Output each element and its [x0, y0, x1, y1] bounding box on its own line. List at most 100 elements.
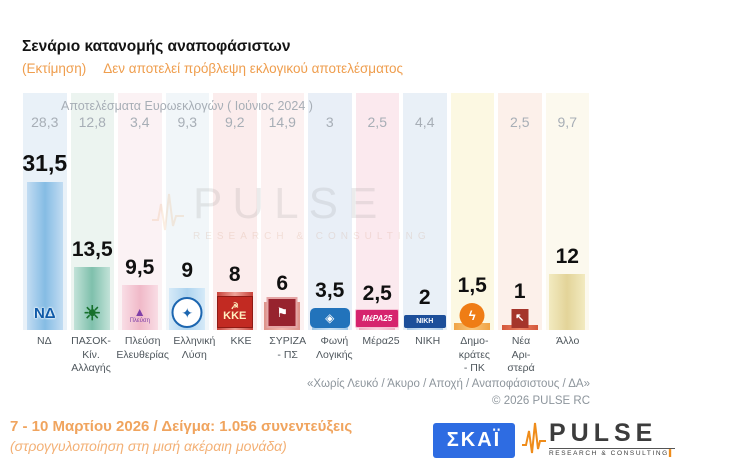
party-label: ΣΥΡΙΖΑ - ΠΣ: [269, 335, 307, 361]
category-labels: ΝΔ ΠΑΣΟΚ-Κίν. Αλλαγής Πλεύση Ελευθερίας …: [23, 335, 589, 376]
euro-result-value: 3: [325, 114, 334, 130]
bar-value-label: 3,5: [315, 279, 345, 302]
watermark-title: PULSE: [193, 179, 388, 228]
footnote-copyright: © 2026 PULSE RC: [492, 394, 590, 407]
bar-value-label: 12: [555, 244, 579, 268]
pulse-watermark-text: PULSE RESEARCH & CONSULTING: [193, 179, 431, 242]
pulse-logo-tick-icon: ▌: [668, 450, 676, 457]
party-column: 14,9 6 ⚑: [260, 93, 304, 330]
bar-value-label: 9: [181, 258, 194, 282]
party-logo-symbol: ✦: [181, 304, 194, 321]
party-column: 9,3 9 ✦: [165, 93, 209, 330]
bar-chart: Αποτελέσματα Ευρωεκλογών ( Ιούνιος 2024 …: [22, 93, 589, 376]
party-logo-symbol: ↖: [515, 312, 525, 324]
euro-result-value: 2,5: [367, 114, 387, 130]
euro-result-value: 3,4: [130, 114, 150, 130]
bar-value-label: 8: [228, 263, 241, 287]
party-label: Δημο- κράτες - ΠΚ: [458, 335, 490, 375]
party-logo-symbol: ΝΙΚΗ: [416, 318, 434, 325]
party-label: ΝΔ: [37, 335, 52, 347]
euro-result-value: 12,8: [78, 114, 106, 130]
pasok-sun-logo: ☀: [74, 300, 110, 328]
fieldwork-info: 7 - 10 Μαρτίου 2026 / Δείγμα: 1.056 συνε…: [10, 418, 352, 454]
party-label: Πλεύση Ελευθερίας: [116, 335, 169, 361]
chart-columns: 28,3 31,5 ΝΔ 12,8 13,5 ☀ 3,4 9,5 ▲ Πλεύσ…: [22, 93, 589, 330]
party-label: Νέα Αρι- στερά: [507, 335, 535, 375]
fieldwork-dates-sample: 7 - 10 Μαρτίου 2026 / Δείγμα: 1.056 συνε…: [10, 418, 353, 435]
euro-result-value: 28,3: [31, 114, 59, 130]
bar-value-label: 13,5: [71, 237, 113, 261]
party-label: ΠΑΣΟΚ-Κίν. Αλλαγής: [71, 335, 111, 375]
party-column: 28,3 31,5 ΝΔ: [22, 93, 67, 330]
euro-result-value: 9,7: [557, 114, 577, 130]
pulse-logo-text: PULSE RESEARCH & CONSULTING ▌: [549, 419, 676, 457]
bar-value-label: 9,5: [125, 256, 155, 280]
party-logo-symbol: ◈: [325, 311, 335, 325]
bar-value-label: 1: [513, 280, 526, 303]
party-label: ΝΙΚΗ: [415, 335, 441, 347]
bar-value-label: 31,5: [22, 149, 68, 176]
page-title: Σενάριο κατανομής αναποφάσιστων: [22, 38, 291, 55]
euro-result-value: 4,4: [415, 114, 435, 130]
party-label: Μέρα25: [362, 335, 400, 347]
party-logo-symbol: ☀: [83, 303, 102, 325]
pulse-logo-subtitle: RESEARCH & CONSULTING ▌: [549, 448, 676, 457]
euro-result-value: 9,2: [225, 114, 245, 130]
watermark-subtitle: RESEARCH & CONSULTING: [193, 231, 431, 242]
kke-logo: ☭ ΚΚΕ: [216, 296, 253, 328]
party-column: 12,8 13,5 ☀: [70, 93, 114, 330]
footnote: «Χωρίς Λευκό / Άκυρο / Αποχή / Αναποφάσι…: [307, 376, 590, 409]
pulse-logo-subtitle-text: RESEARCH & CONSULTING: [549, 450, 669, 457]
bar-value-label: 2,5: [362, 282, 392, 305]
plefsi-boat-logo: ▲ Πλεύση: [122, 302, 158, 328]
party-column: 1,5 ϟ: [450, 93, 494, 330]
bar: [121, 285, 158, 330]
party-column: 3,4 9,5 ▲ Πλεύση: [118, 93, 162, 330]
bar: [26, 181, 63, 330]
skai-logo: ΣΚΑΪ: [433, 423, 515, 458]
party-logo-symbol: ϟ: [468, 308, 476, 323]
pulse-logo-title: PULSE: [549, 419, 658, 447]
foni-logikis-logo: ◈: [309, 308, 350, 328]
party-logo-text: Πλεύση: [129, 318, 150, 324]
euro-results-header: Αποτελέσματα Ευρωεκλογών ( Ιούνιος 2024 …: [61, 99, 313, 113]
euro-result-value: 2,5: [510, 114, 530, 130]
mera25-logo: ΜέΡΑ25: [355, 309, 400, 328]
party-logo-symbol: ▲: [133, 305, 146, 319]
pulse-waveform-icon: [152, 193, 184, 230]
rounding-note: (στρογγυλοποίηση στη μισή ακέραιη μονάδα…: [10, 438, 287, 454]
bar-value-label: 2: [418, 286, 431, 309]
dimokrates-logo: ϟ: [459, 303, 485, 328]
bar: [74, 266, 111, 330]
subtitle-estimate: (Εκτίμηση): [22, 61, 87, 76]
elliniki-lysi-compass-logo: ✦: [171, 297, 203, 328]
party-logo-symbol: ⚑: [276, 305, 289, 320]
pulse-waveform-icon: [522, 422, 546, 454]
pulse-watermark: PULSE RESEARCH & CONSULTING: [151, 179, 431, 242]
nea-aristera-logo: ↖: [511, 309, 529, 328]
footnote-scope: «Χωρίς Λευκό / Άκυρο / Αποχή / Αναποφάσι…: [306, 378, 590, 390]
subtitle: (Εκτίμηση) Δεν αποτελεί πρόβλεψη εκλογικ…: [22, 61, 403, 76]
party-column: 9,2 8 ☭ ΚΚΕ: [213, 93, 257, 330]
party-label: Άλλο: [556, 335, 580, 347]
niki-logo: ΝΙΚΗ: [403, 315, 446, 328]
party-label: Ελληνική Λύση: [173, 335, 216, 361]
party-label: Φωνή Λογικής: [316, 335, 353, 361]
euro-result-value: 9,3: [177, 114, 197, 130]
bar: [549, 273, 586, 330]
subtitle-note: Δεν αποτελεί πρόβλεψη εκλογικού αποτελέσ…: [103, 61, 404, 76]
party-logo-text: ΚΚΕ: [223, 310, 247, 322]
party-column: 4,4 2 ΝΙΚΗ: [403, 93, 447, 330]
bar-value-label: 1,5: [457, 274, 487, 297]
party-column: 9,7 12: [545, 93, 589, 330]
euro-result-value: 14,9: [268, 114, 296, 130]
syriza-flags-logo: ⚑: [266, 297, 298, 328]
party-logo-symbol: ΜέΡΑ25: [362, 313, 393, 323]
nd-logo: ΝΔ: [27, 298, 63, 328]
party-column: 3 3,5 ◈: [308, 93, 352, 330]
party-logo-symbol: ☭: [230, 301, 239, 311]
party-logo-symbol: ΝΔ: [33, 304, 56, 322]
party-label: ΚΚΕ: [230, 335, 252, 347]
bar-value-label: 6: [276, 272, 289, 295]
